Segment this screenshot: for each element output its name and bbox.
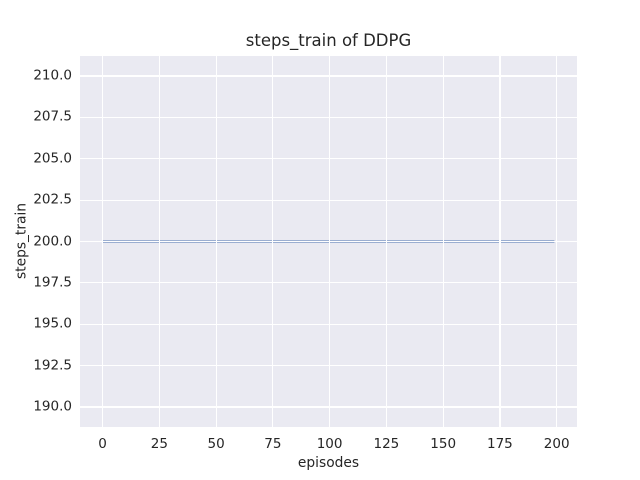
y-gridline (80, 116, 577, 118)
y-tick-label: 205.0 (33, 150, 72, 167)
y-gridline (80, 240, 577, 243)
y-gridline (80, 282, 577, 284)
x-tick-label: 150 (430, 436, 457, 452)
x-tick-label: 200 (543, 436, 570, 452)
y-tick-label: 207.5 (33, 108, 72, 125)
plot-area (80, 56, 577, 427)
y-gridline (80, 75, 577, 77)
x-tick-label: 75 (264, 436, 282, 452)
y-tick-label: 190.0 (33, 398, 72, 415)
y-tick-label: 197.5 (33, 274, 72, 291)
y-tick-label: 210.0 (33, 67, 72, 84)
chart-title: steps_train of DDPG (245, 31, 412, 50)
x-tick-label: 175 (487, 436, 513, 452)
y-tick-label: 200.0 (33, 233, 72, 250)
y-gridline (80, 158, 577, 160)
y-gridline (80, 323, 577, 325)
x-tick-label: 25 (150, 436, 168, 452)
y-axis-label: steps_train (13, 202, 30, 280)
y-tick-label: 192.5 (33, 357, 72, 374)
x-tick-label: 125 (373, 436, 400, 452)
y-gridline (80, 199, 577, 201)
y-tick-label: 202.5 (33, 191, 72, 208)
x-tick-label: 0 (98, 436, 107, 452)
y-gridline (80, 365, 577, 367)
y-tick-label: 195.0 (33, 315, 72, 332)
x-axis-label: episodes (297, 455, 360, 471)
x-tick-label: 50 (207, 436, 225, 452)
x-tick-label: 100 (316, 436, 343, 452)
y-gridline (80, 406, 577, 408)
